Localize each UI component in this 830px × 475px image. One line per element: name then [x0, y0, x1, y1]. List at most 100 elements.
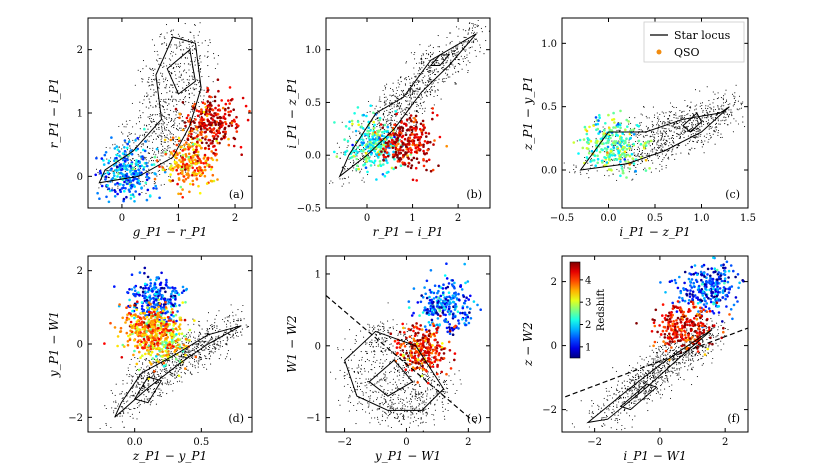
- y-axis-label: W1 − W2: [285, 315, 299, 373]
- star-locus-contour: [429, 54, 451, 66]
- x-tick-label: 0: [119, 213, 125, 224]
- y-tick-label: 0.0: [305, 151, 321, 162]
- y-tick-label: −2: [68, 413, 83, 424]
- y-tick-label: 0: [551, 341, 557, 352]
- y-tick-label: 0: [77, 172, 83, 183]
- y-axis-label: y_P1 − W1: [47, 311, 61, 378]
- panel-label: (c): [725, 188, 740, 201]
- colorbar-tick-label: 1: [585, 342, 591, 353]
- x-axis-label: g_P1 − r_P1: [133, 225, 208, 239]
- legend-qso-marker: [656, 49, 662, 55]
- selection-cut-line: [326, 295, 479, 426]
- x-tick-label: 0: [657, 437, 663, 448]
- x-axis-label: i_P1 − W1: [623, 449, 686, 463]
- x-tick-label: −2: [337, 437, 352, 448]
- x-axis-label: z_P1 − y_P1: [132, 449, 207, 463]
- star-points-b: [328, 19, 490, 187]
- y-axis-label: z − W2: [521, 322, 535, 367]
- x-tick-label: 0: [403, 437, 409, 448]
- x-tick-label: 2: [465, 437, 471, 448]
- x-tick-label: −0.5: [550, 213, 574, 224]
- x-tick-label: 0.0: [601, 213, 617, 224]
- x-tick-label: 1: [175, 213, 181, 224]
- axes-frame: [325, 17, 491, 209]
- panel-d: 0.0 0.5 −2 0 2 z_P1 − y_P1 y_P1 − W1 (d): [47, 255, 253, 463]
- y-axis-label: r_P1 − i_P1: [47, 78, 61, 149]
- x-axis-label: r_P1 − i_P1: [373, 225, 444, 239]
- y-tick-label: −2: [542, 405, 557, 416]
- star-locus-contour: [166, 48, 196, 95]
- panel-e: −2 0 2 −1 0 1 y_P1 − W1 W1 − W2 (e): [285, 255, 491, 463]
- x-tick-label: 1.0: [694, 213, 710, 224]
- y-tick-label: 2: [77, 266, 83, 277]
- axes-frame: [561, 255, 749, 433]
- panel-b: 0 1 2 −0.5 0.0 0.5 1.0 r_P1 − i_P1 i_P1 − z_P1 (b…: [285, 17, 491, 239]
- y-tick-label: 1: [77, 109, 83, 120]
- panel-label: (f): [727, 412, 740, 425]
- qso-points-f: [635, 256, 745, 362]
- y-tick-label: 0: [315, 341, 321, 352]
- legend-star-label: Star locus: [674, 29, 731, 42]
- star-points-c: [563, 84, 746, 181]
- x-tick-label: 1.5: [740, 213, 756, 224]
- panel-a: 0 1 2 0 1 2 g_P1 − r_P1 r_P1 − i_P1 (a): [47, 17, 253, 239]
- x-tick-label: 0.5: [193, 437, 209, 448]
- star-locus-contour: [338, 33, 477, 178]
- x-tick-label: −2: [587, 437, 602, 448]
- y-tick-label: −1: [306, 413, 321, 424]
- qso-points-d: [103, 266, 198, 380]
- legend: Star locus QSO: [643, 21, 745, 63]
- legend-qso-label: QSO: [674, 46, 700, 59]
- y-tick-label: 0.0: [541, 166, 557, 177]
- y-tick-label: 2: [77, 45, 83, 56]
- star-locus-contour: [579, 106, 730, 171]
- x-axis-label: i_P1 − z_P1: [619, 225, 690, 239]
- y-tick-label: −0.5: [297, 204, 321, 215]
- star-locus-contour: [586, 329, 713, 424]
- qso-points-e: [389, 262, 483, 385]
- colorbar-tick-label: 4: [585, 275, 591, 286]
- star-points-d: [99, 304, 250, 430]
- x-tick-label: 2: [232, 213, 238, 224]
- panel-label: (e): [467, 412, 482, 425]
- y-axis-label: z_P1 − y_P1: [521, 76, 535, 151]
- star-locus-contour: [133, 376, 163, 404]
- x-tick-label: 1: [409, 213, 415, 224]
- y-tick-label: 0.5: [305, 98, 321, 109]
- y-tick-label: 0.5: [541, 102, 557, 113]
- x-tick-label: 0: [364, 213, 370, 224]
- y-tick-label: 1: [315, 269, 321, 280]
- star-locus-contour: [368, 359, 414, 397]
- colorbar: 1 2 3 4 Redshift: [569, 261, 607, 359]
- panel-f: −2 0 2 −2 0 2 i_P1 − W1 z − W2 (f): [521, 255, 749, 463]
- star-locus-contour: [344, 330, 445, 411]
- axes-frame: [325, 255, 491, 433]
- x-tick-label: 2: [722, 437, 728, 448]
- y-tick-label: 1.0: [541, 39, 557, 50]
- colorbar-tick-label: 2: [585, 320, 591, 331]
- x-tick-label: 0.0: [127, 437, 143, 448]
- star-locus-contour: [682, 112, 703, 133]
- star-locus-contour: [98, 36, 202, 184]
- qso-points-a: [94, 78, 251, 204]
- colorbar-tick-label: 3: [585, 298, 591, 309]
- y-tick-label: 0: [77, 340, 83, 351]
- star-locus-contour: [114, 325, 242, 418]
- colorbar-label: Redshift: [596, 289, 607, 331]
- colorbar-gradient: [569, 261, 581, 359]
- panel-label: (d): [228, 412, 244, 425]
- star-locus-contour: [619, 383, 658, 411]
- qso-points-b: [333, 104, 449, 182]
- y-tick-label: 1.0: [305, 45, 321, 56]
- x-tick-label: 0.5: [647, 213, 663, 224]
- panel-label: (a): [229, 188, 244, 201]
- y-axis-label: i_P1 − z_P1: [285, 77, 299, 148]
- panel-label: (b): [466, 188, 482, 201]
- x-tick-label: 2: [455, 213, 461, 224]
- y-tick-label: 2: [551, 277, 557, 288]
- panel-c: −0.5 0.0 0.5 1.0 1.5 0.0 0.5 1.0 i_P1 − z_P1 z_P1…: [521, 17, 756, 239]
- qso-points-c: [572, 109, 653, 179]
- selection-cut-line: [565, 327, 748, 398]
- x-axis-label: y_P1 − W1: [374, 449, 441, 463]
